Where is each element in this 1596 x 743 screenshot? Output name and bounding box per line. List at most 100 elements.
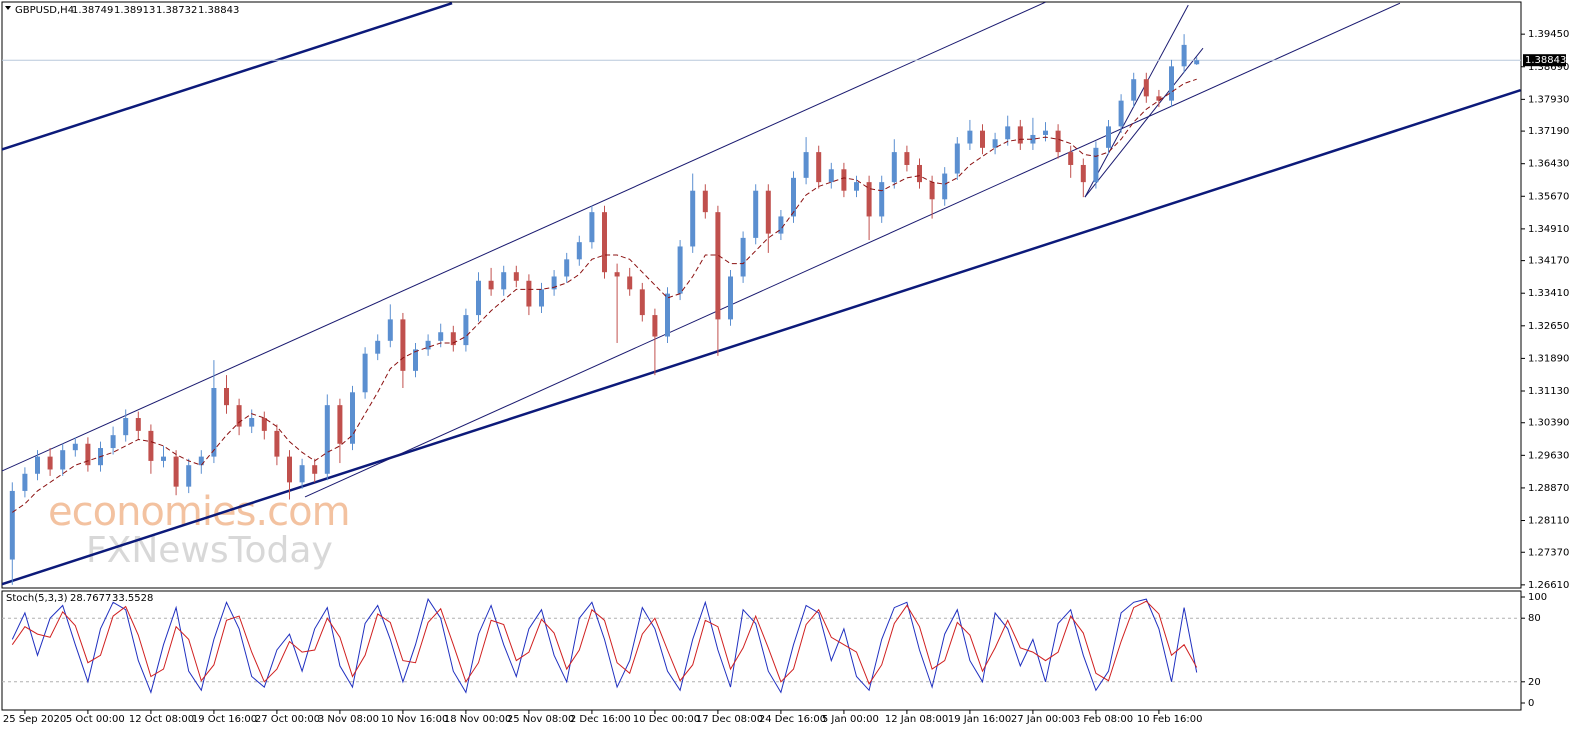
x-tick-label: 2 Dec 16:00 — [570, 714, 631, 725]
candle-body — [161, 456, 166, 461]
candle-body — [551, 276, 557, 290]
candle-body — [778, 216, 784, 234]
candle-body — [539, 289, 544, 307]
trendline — [1084, 4, 1189, 198]
y-tick-label: 1.31890 — [1528, 353, 1569, 364]
y-tick-label: 1.35670 — [1528, 191, 1569, 202]
y-tick-label: 1.26610 — [1528, 580, 1569, 591]
candle-body — [904, 152, 910, 165]
candle-body — [110, 435, 116, 449]
x-tick-label: 12 Oct 08:00 — [129, 714, 194, 725]
trendline — [2, 2, 453, 151]
candle-body — [665, 293, 670, 337]
candle-body — [1194, 60, 1200, 65]
watermark: economies.com — [48, 489, 350, 535]
candle-body — [576, 242, 582, 260]
candle-body — [501, 272, 507, 290]
candle-body — [526, 280, 532, 307]
candle-body — [350, 392, 355, 444]
watermark: FXNewsToday — [86, 530, 333, 571]
y-tick-label: 1.30390 — [1528, 418, 1569, 429]
candle-body — [337, 405, 343, 444]
candle-body — [211, 387, 217, 457]
candle-body — [803, 152, 809, 178]
candle-body — [816, 152, 822, 183]
price-label-box — [1523, 54, 1566, 67]
candle-body — [677, 246, 683, 294]
y-tick-label: 1.31130 — [1528, 386, 1569, 397]
candle-body — [362, 353, 368, 393]
candle-body — [942, 173, 948, 200]
candle-body — [1181, 44, 1187, 67]
candle-body — [135, 418, 141, 431]
candle-body — [702, 190, 708, 213]
x-tick-label: 5 Jan 00:00 — [822, 714, 879, 725]
candle-body — [450, 332, 456, 346]
candle-body — [387, 319, 393, 341]
candle-body — [72, 443, 78, 451]
candle-body — [967, 130, 973, 144]
y-tick-label: 20 — [1528, 677, 1541, 688]
x-tick-label: 12 Jan 08:00 — [885, 714, 948, 725]
candle-body — [299, 465, 305, 483]
candle-body — [249, 418, 255, 427]
candle-body — [929, 182, 935, 200]
stoch-line — [11, 597, 1198, 694]
candle-body — [1093, 147, 1099, 183]
candle-body — [917, 164, 922, 183]
candle-body — [954, 143, 960, 174]
candle-body — [652, 315, 658, 337]
candle-body — [35, 456, 40, 474]
x-tick-label: 27 Jan 00:00 — [1011, 714, 1074, 725]
candle-body — [198, 456, 204, 466]
candle-body — [765, 190, 771, 234]
y-tick-label: 1.32650 — [1528, 321, 1569, 332]
y-tick-label: 1.28110 — [1528, 516, 1569, 527]
candle-body — [992, 139, 998, 148]
candle-body — [614, 272, 620, 277]
x-tick-label: 5 Oct 00:00 — [66, 714, 125, 725]
y-tick-label: 1.34170 — [1528, 256, 1569, 267]
candle-body — [564, 259, 570, 277]
candle-body — [488, 280, 494, 290]
stoch-panel — [1, 590, 1522, 711]
menu-marker — [5, 6, 11, 10]
trendline — [304, 2, 1401, 498]
candle-body — [1030, 134, 1036, 144]
x-tick-label: 25 Nov 08:00 — [507, 714, 574, 725]
ohlc-low: 1.38732 — [156, 5, 197, 16]
candle-body — [274, 430, 280, 457]
candle-body — [1169, 66, 1174, 101]
y-tick-label: 80 — [1528, 613, 1541, 624]
candle-body — [400, 319, 406, 371]
moving-average — [12, 78, 1197, 513]
candle-body — [589, 212, 595, 243]
main-panel — [1, 1, 1522, 589]
candle-body — [85, 443, 91, 466]
price-label: 1.38843 — [1525, 55, 1566, 66]
candle-body — [639, 289, 645, 316]
candle-body — [60, 450, 66, 470]
candle-body — [425, 340, 431, 350]
candle-body — [627, 276, 633, 290]
stoch-line — [11, 600, 1198, 685]
candle-body — [1131, 79, 1137, 101]
trendline — [2, 88, 1521, 586]
candle-body — [375, 340, 381, 354]
ohlc-high: 1.38913 — [114, 5, 155, 16]
candle-body — [438, 332, 444, 341]
chart-title: GBPUSD,H4 — [15, 5, 74, 16]
candle-body — [123, 418, 129, 436]
candle-body — [413, 349, 418, 371]
stoch-title: Stoch(5,3,3) — [6, 593, 68, 604]
candle-body — [753, 190, 759, 238]
candle-body — [173, 456, 179, 487]
x-tick-label: 3 Nov 08:00 — [318, 714, 379, 725]
candle-body — [312, 465, 318, 474]
ohlc-close: 1.38843 — [198, 5, 239, 16]
stoch-signal-value: 33.5528 — [112, 593, 153, 604]
candle-body — [1156, 96, 1162, 101]
